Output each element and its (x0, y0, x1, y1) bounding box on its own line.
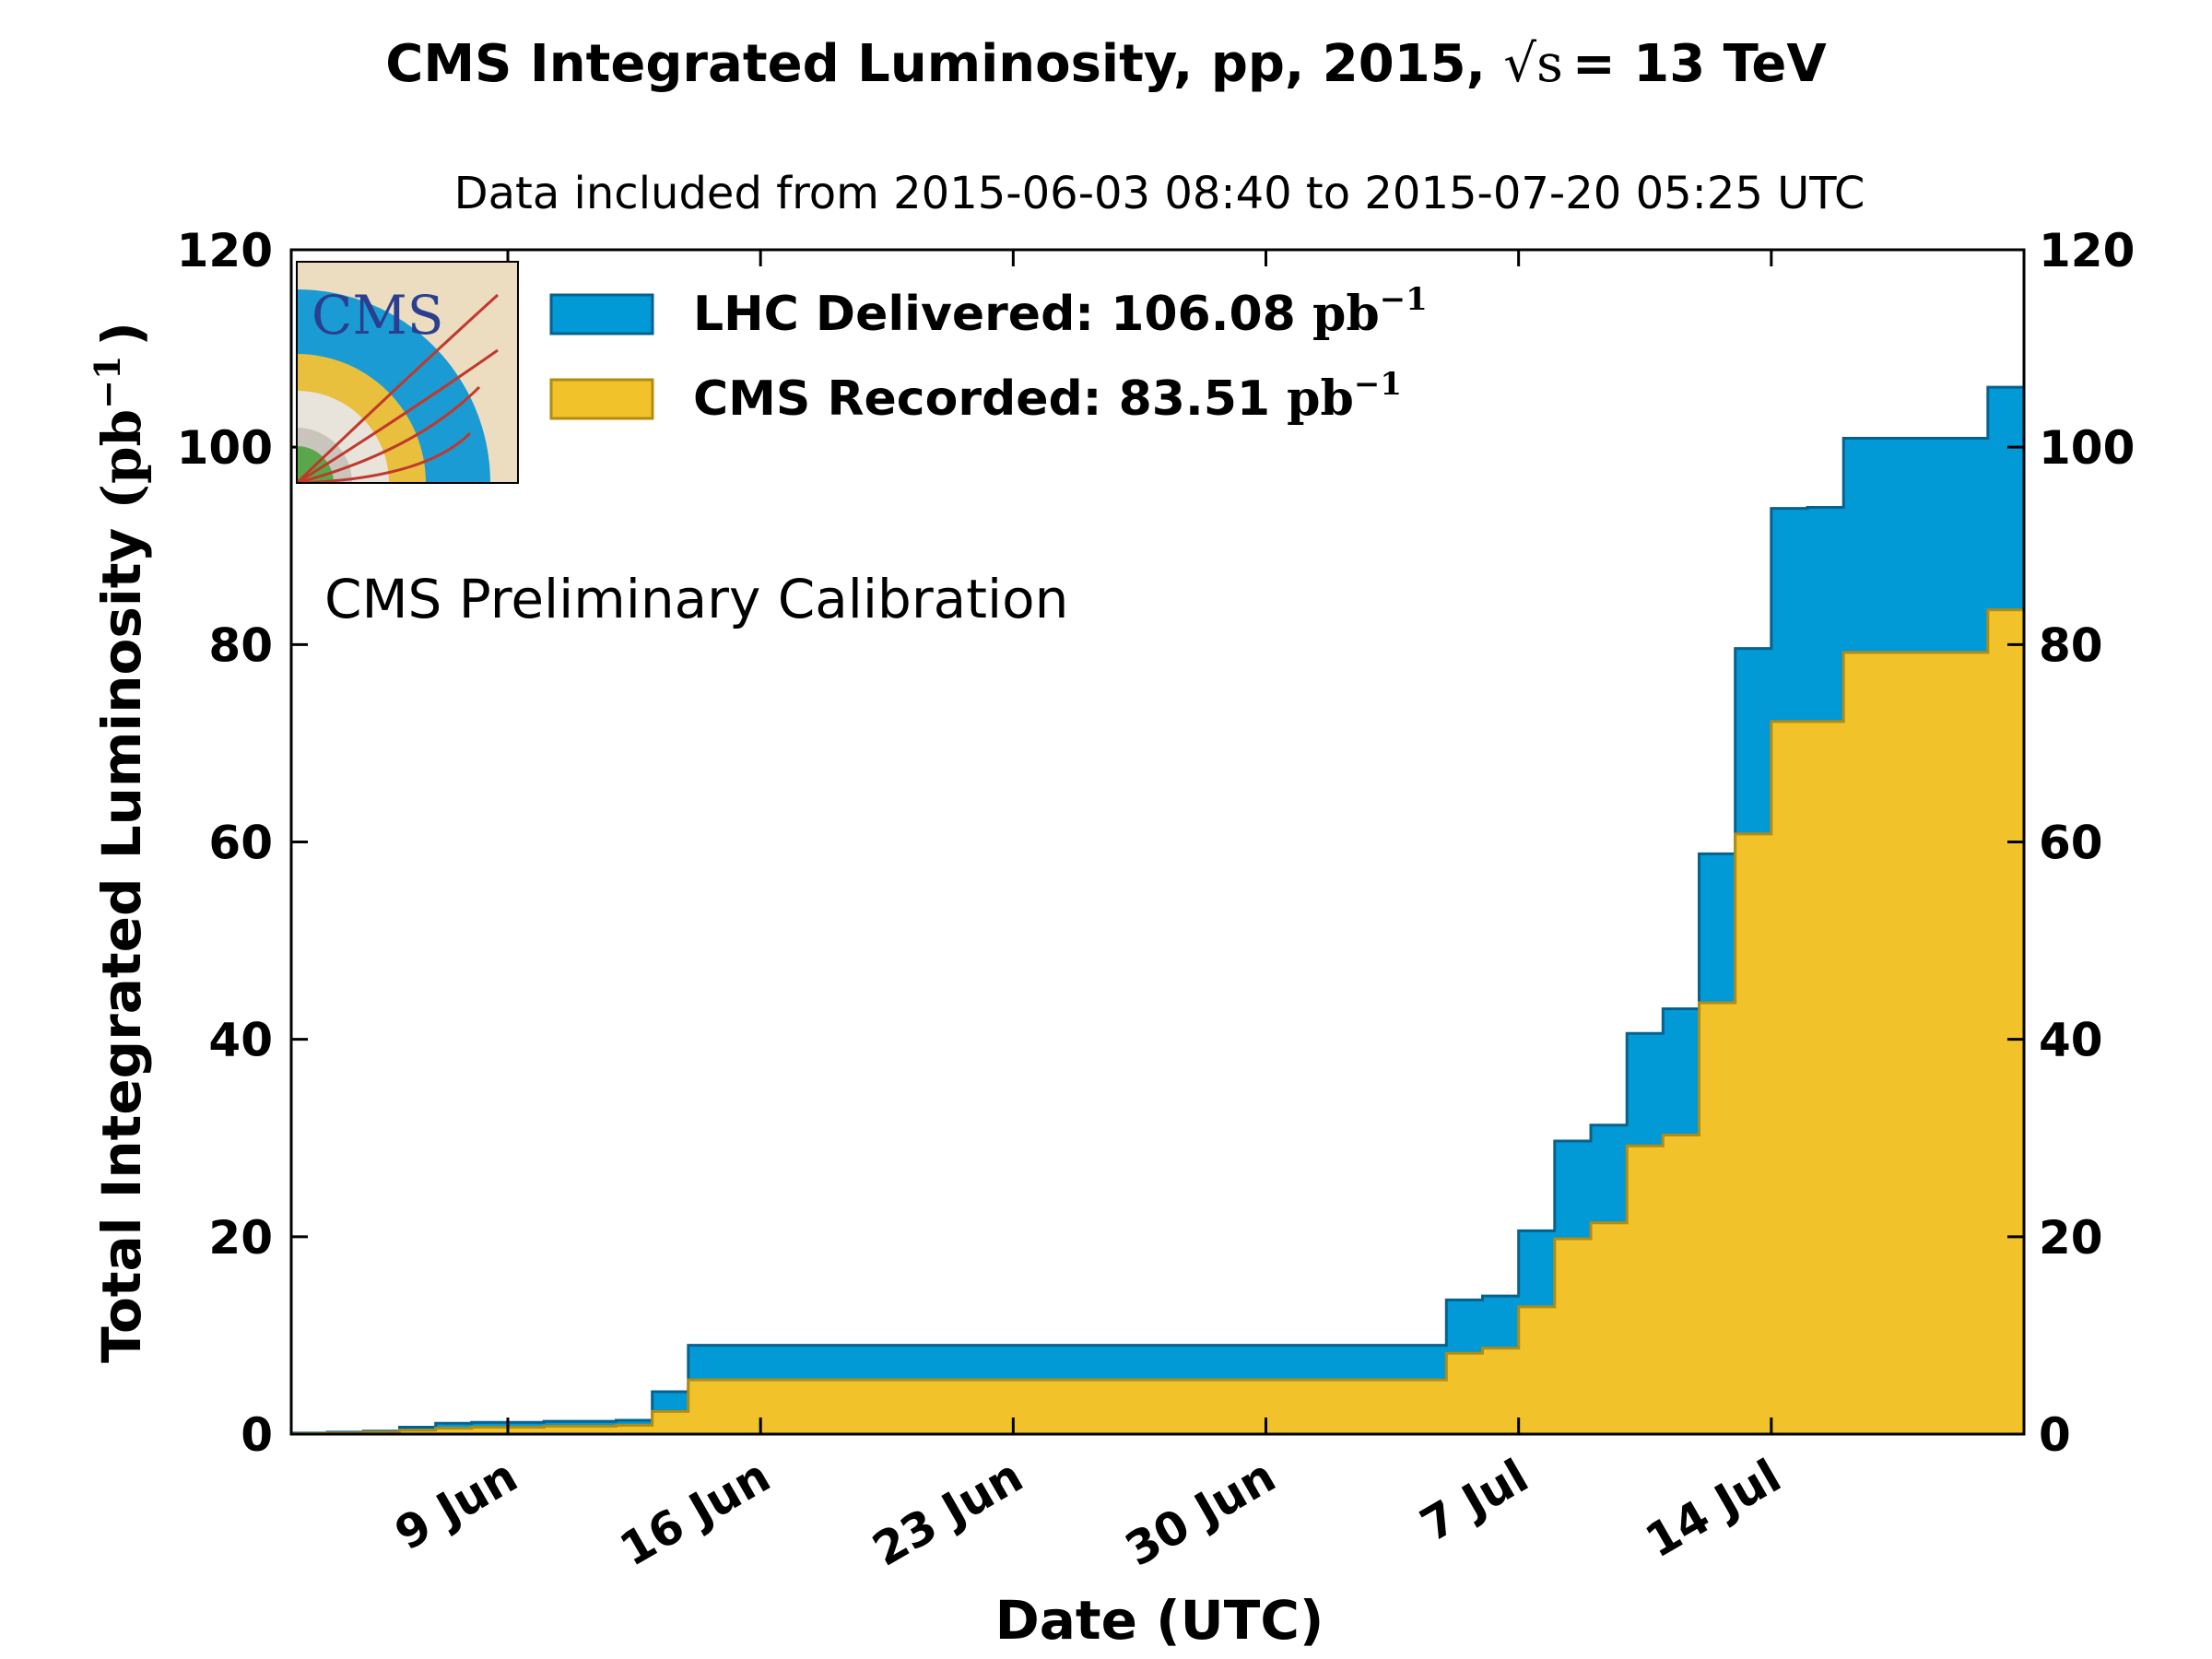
legend-label-delivered: LHC Delivered: 106.08 pb−1 (693, 281, 1428, 342)
y-tick-label-left: 120 (177, 224, 273, 277)
y-tick-label-right: 0 (2039, 1408, 2071, 1462)
x-tick-label: 9 Jun (386, 1449, 526, 1560)
legend-swatch-delivered (549, 293, 654, 335)
legend-swatch-recorded (549, 378, 654, 420)
y-axis: 0 0 20 20 40 40 60 60 80 80 100 100 120 120 (177, 224, 2136, 1462)
x-tick-label: 16 Jun (611, 1449, 779, 1577)
x-tick-label: 30 Jun (1116, 1449, 1284, 1577)
y-tick-label-right: 80 (2039, 618, 2103, 672)
x-axis-label: Date (UTC) (995, 1589, 1324, 1652)
y-tick-label-right: 40 (2039, 1014, 2103, 1067)
legend: LHC Delivered: 106.08 pb−1 CMS Recorded:… (549, 281, 1428, 427)
x-tick-label: 23 Jun (864, 1449, 1031, 1577)
preliminary-annotation: CMS Preliminary Calibration (324, 568, 1068, 630)
y-tick-label-right: 120 (2039, 224, 2135, 277)
y-tick-label-right: 60 (2039, 817, 2103, 870)
cms-logo-text: CMS (312, 284, 444, 347)
x-tick-label: 7 Jul (1412, 1449, 1537, 1552)
y-tick-label-left: 40 (208, 1014, 273, 1067)
y-axis-label: Total Integrated Luminosity (pb−1) (87, 322, 153, 1363)
cms-logo: CMS (296, 261, 519, 484)
series-area-lhc-delivered (289, 385, 2026, 1436)
y-tick-label-right: 20 (2039, 1211, 2103, 1265)
y-tick-label-left: 60 (208, 817, 273, 870)
y-tick-label-left: 0 (241, 1408, 273, 1462)
x-tick-label: 14 Jul (1637, 1449, 1790, 1568)
y-tick-label-left: 100 (177, 421, 273, 475)
y-tick-label-left: 20 (208, 1211, 273, 1265)
chart-title: CMS Integrated Luminosity, pp, 2015, √s =… (385, 34, 1827, 94)
y-tick-label-right: 100 (2039, 421, 2135, 475)
legend-label-recorded: CMS Recorded: 83.51 pb−1 (693, 366, 1402, 427)
y-tick-label-left: 80 (208, 618, 273, 672)
chart-subtitle: Data included from 2015-06-03 08:40 to 2… (454, 168, 1865, 219)
